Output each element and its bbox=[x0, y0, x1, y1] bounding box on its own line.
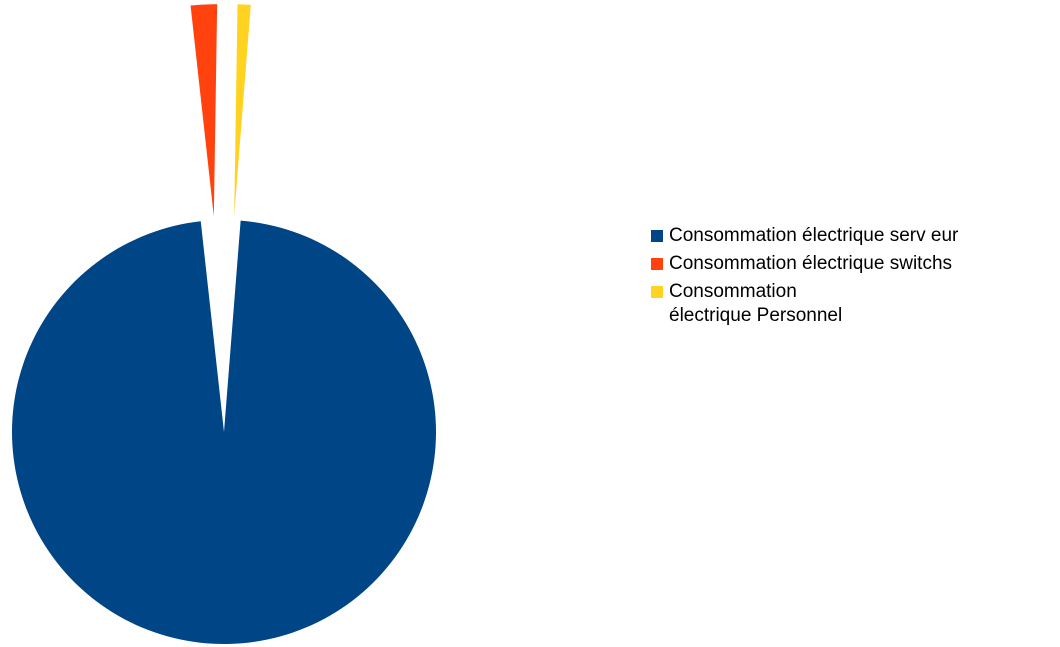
legend-item-personnel: Consommation électrique Personnel bbox=[651, 280, 1051, 328]
pie-slice-personnel bbox=[234, 4, 251, 217]
legend-label-serveur: Consommation électrique serv eur bbox=[669, 225, 959, 246]
legend-swatch-switchs bbox=[651, 258, 663, 270]
pie-slice-serveur bbox=[12, 220, 437, 644]
pie-slice-switchs bbox=[190, 4, 218, 217]
legend: Consommation électrique serv eur Consomm… bbox=[651, 224, 1051, 332]
pie-chart bbox=[12, 4, 437, 644]
legend-label-switchs: Consommation électrique switchs bbox=[669, 253, 953, 274]
legend-item-serveur: Consommation électrique serv eur bbox=[651, 224, 1051, 248]
legend-label-personnel: Consommation électrique Personnel bbox=[669, 281, 843, 326]
legend-item-switchs: Consommation électrique switchs bbox=[651, 252, 1051, 276]
legend-swatch-serveur bbox=[651, 230, 663, 242]
legend-swatch-personnel bbox=[651, 286, 663, 298]
